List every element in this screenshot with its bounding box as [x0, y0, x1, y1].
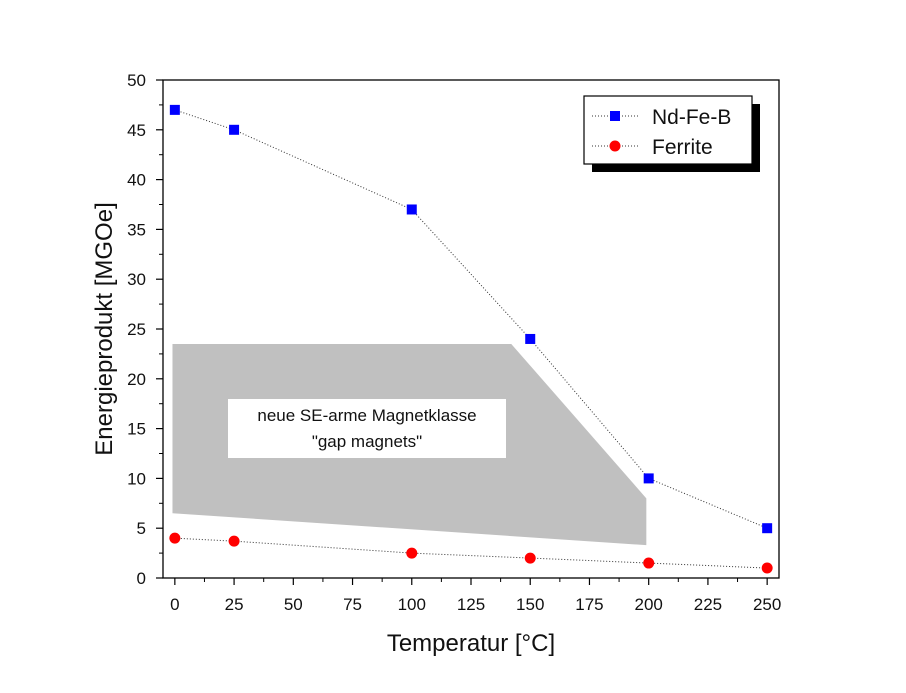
- x-tick-label-0: 0: [170, 595, 179, 614]
- data-point-ferrite: [228, 535, 240, 547]
- y-tick-label-30: 30: [127, 270, 146, 289]
- data-point-ferrite: [643, 557, 655, 569]
- y-tick-label-35: 35: [127, 220, 146, 239]
- data-point-nd-fe-b: [229, 124, 240, 135]
- x-tick-label-100: 100: [398, 595, 426, 614]
- x-tick-label-225: 225: [694, 595, 722, 614]
- data-point-ferrite: [524, 552, 536, 564]
- annotation-box: [228, 399, 506, 458]
- data-point-ferrite: [406, 547, 418, 559]
- y-tick-label-25: 25: [127, 320, 146, 339]
- annotation-line-2: "gap magnets": [312, 432, 422, 451]
- y-tick-label-5: 5: [137, 519, 146, 538]
- annotation-layer: neue SE-arme Magnetklasse "gap magnets": [228, 399, 506, 458]
- y-tick-label-50: 50: [127, 71, 146, 90]
- legend-box: [583, 95, 753, 165]
- data-point-nd-fe-b: [169, 104, 180, 115]
- x-axis-title: Temperatur [°C]: [387, 630, 555, 657]
- x-tick-label-25: 25: [225, 595, 244, 614]
- axis-layer: 0 25 50 75 100 125 150 175 200 225 250 0 5 10 15 20 25 30…: [127, 71, 781, 614]
- y-axis-title: Energieprodukt [MGOe]: [91, 202, 118, 455]
- x-tick-label-175: 175: [575, 595, 603, 614]
- legend-marker-ndfeb: [610, 111, 620, 121]
- legend: Nd-Fe-B Ferrite: [583, 95, 760, 172]
- x-tick-label-125: 125: [457, 595, 485, 614]
- legend-label-ndfeb: Nd-Fe-B: [652, 106, 731, 129]
- x-tick-label-75: 75: [343, 595, 362, 614]
- x-tick-label-200: 200: [635, 595, 663, 614]
- y-tick-label-15: 15: [127, 420, 146, 439]
- data-point-nd-fe-b: [762, 523, 773, 534]
- series-layer: [169, 104, 773, 574]
- y-tick-label-20: 20: [127, 370, 146, 389]
- data-point-ferrite: [169, 532, 181, 544]
- x-tick-label-250: 250: [753, 595, 781, 614]
- y-tick-label-45: 45: [127, 121, 146, 140]
- data-point-nd-fe-b: [525, 333, 536, 344]
- legend-marker-ferrite: [609, 140, 621, 152]
- annotation-line-1: neue SE-arme Magnetklasse: [257, 406, 476, 425]
- x-tick-label-50: 50: [284, 595, 303, 614]
- x-tick-label-150: 150: [516, 595, 544, 614]
- data-point-nd-fe-b: [406, 204, 417, 215]
- y-tick-label-0: 0: [137, 569, 146, 588]
- data-point-nd-fe-b: [643, 473, 654, 484]
- y-tick-label-40: 40: [127, 171, 146, 190]
- data-point-ferrite: [761, 562, 773, 574]
- legend-label-ferrite: Ferrite: [652, 136, 713, 159]
- y-tick-label-10: 10: [127, 469, 146, 488]
